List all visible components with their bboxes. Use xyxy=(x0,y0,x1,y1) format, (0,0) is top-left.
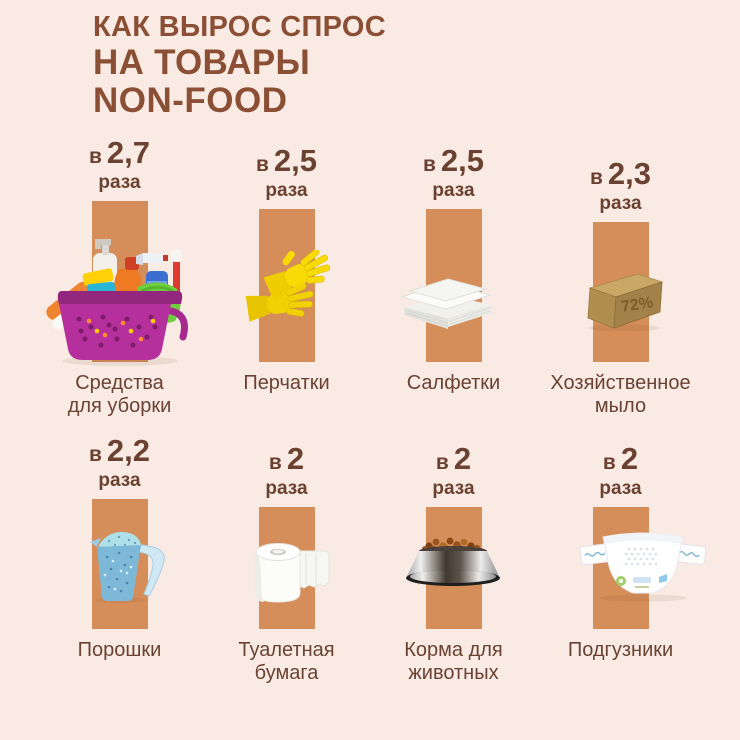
value-number: 2,5 xyxy=(440,143,485,178)
chart-item-washing-powder: в 2,2 раза xyxy=(36,433,203,685)
chart-item-cleaning-supplies: в 2,7 раза xyxy=(36,135,203,418)
value-times-word: раза xyxy=(265,180,308,201)
value-number: 2,5 xyxy=(273,143,318,178)
laundry-soap-icon: 72% xyxy=(582,268,666,332)
napkins-icon xyxy=(394,273,500,333)
item-label-line: Подгузники xyxy=(567,639,674,661)
value-prefix: в xyxy=(589,166,603,189)
chart-item-napkins: в 2,5 раза Салфетки xyxy=(370,138,537,418)
value-label: в 2,5 раза xyxy=(422,143,485,201)
item-label-line: животных xyxy=(408,662,499,684)
value-number: 2 xyxy=(453,441,472,476)
title-line-3: NON-FOOD xyxy=(93,81,288,120)
item-label: Средства для уборки xyxy=(68,372,172,418)
value-label: в 2,3 раза xyxy=(589,156,652,214)
value-times-word: раза xyxy=(599,478,642,499)
item-label: Хозяйственное мыло xyxy=(550,372,690,418)
toilet-paper-icon xyxy=(248,535,336,607)
value-times-word: раза xyxy=(432,478,475,499)
value-number: 2 xyxy=(620,441,639,476)
item-label: Салфетки xyxy=(407,372,500,395)
value-number: 2 xyxy=(286,441,305,476)
value-prefix: в xyxy=(268,451,282,474)
item-label-line: мыло xyxy=(594,395,647,417)
cleaning-supplies-icon xyxy=(45,227,195,367)
chart-grid: в 2,7 раза xyxy=(0,135,740,685)
item-label: Подгузники xyxy=(568,639,673,662)
washing-powder-icon xyxy=(87,523,169,603)
value-times-word: раза xyxy=(432,180,475,201)
value-prefix: в xyxy=(88,145,102,168)
item-label: Туалетная бумага xyxy=(238,639,334,685)
value-times-word: раза xyxy=(599,193,642,214)
item-label-line: Порошки xyxy=(77,639,162,661)
diaper-icon xyxy=(579,529,707,603)
item-label-line: Салфетки xyxy=(406,372,501,394)
chart-item-laundry-soap: в 2,3 раза 72% Хозяйственное мыло xyxy=(537,138,704,418)
value-times-word: раза xyxy=(98,172,141,193)
value-number: 2,7 xyxy=(106,135,151,170)
value-prefix: в xyxy=(435,451,449,474)
item-label-line: для уборки xyxy=(67,395,172,417)
value-prefix: в xyxy=(88,443,102,466)
value-times-word: раза xyxy=(265,478,308,499)
item-label-line: бумага xyxy=(254,662,319,684)
title-line-1: КАК ВЫРОС СПРОС xyxy=(93,11,386,43)
rubber-gloves-icon xyxy=(245,250,337,330)
item-label-line: Хозяйственное xyxy=(550,372,691,394)
value-label: в 2,5 раза xyxy=(255,143,318,201)
value-prefix: в xyxy=(422,153,436,176)
chart-item-gloves: в 2,5 раза xyxy=(203,138,370,418)
pet-food-bowl-icon xyxy=(403,534,503,590)
item-label: Порошки xyxy=(78,639,162,662)
soap-embossed-text: 72% xyxy=(619,294,653,316)
value-times-word: раза xyxy=(98,470,141,491)
item-label: Перчатки xyxy=(243,372,329,395)
item-label-line: Корма для xyxy=(404,639,503,661)
item-label-line: Средства xyxy=(75,372,164,394)
title-line-2: НА ТОВАРЫ xyxy=(93,43,311,82)
value-prefix: в xyxy=(255,153,269,176)
item-label-line: Перчатки xyxy=(243,372,330,394)
item-label: Корма для животных xyxy=(404,639,503,685)
value-prefix: в xyxy=(602,451,616,474)
value-label: в 2,2 раза xyxy=(88,433,151,491)
value-number: 2,2 xyxy=(106,433,151,468)
item-label-line: Туалетная xyxy=(238,639,335,661)
value-label: в 2,7 раза xyxy=(88,135,151,193)
value-number: 2,3 xyxy=(607,156,652,191)
page-title: КАК ВЫРОС СПРОС НА ТОВАРЫ NON-FOOD xyxy=(0,0,740,120)
